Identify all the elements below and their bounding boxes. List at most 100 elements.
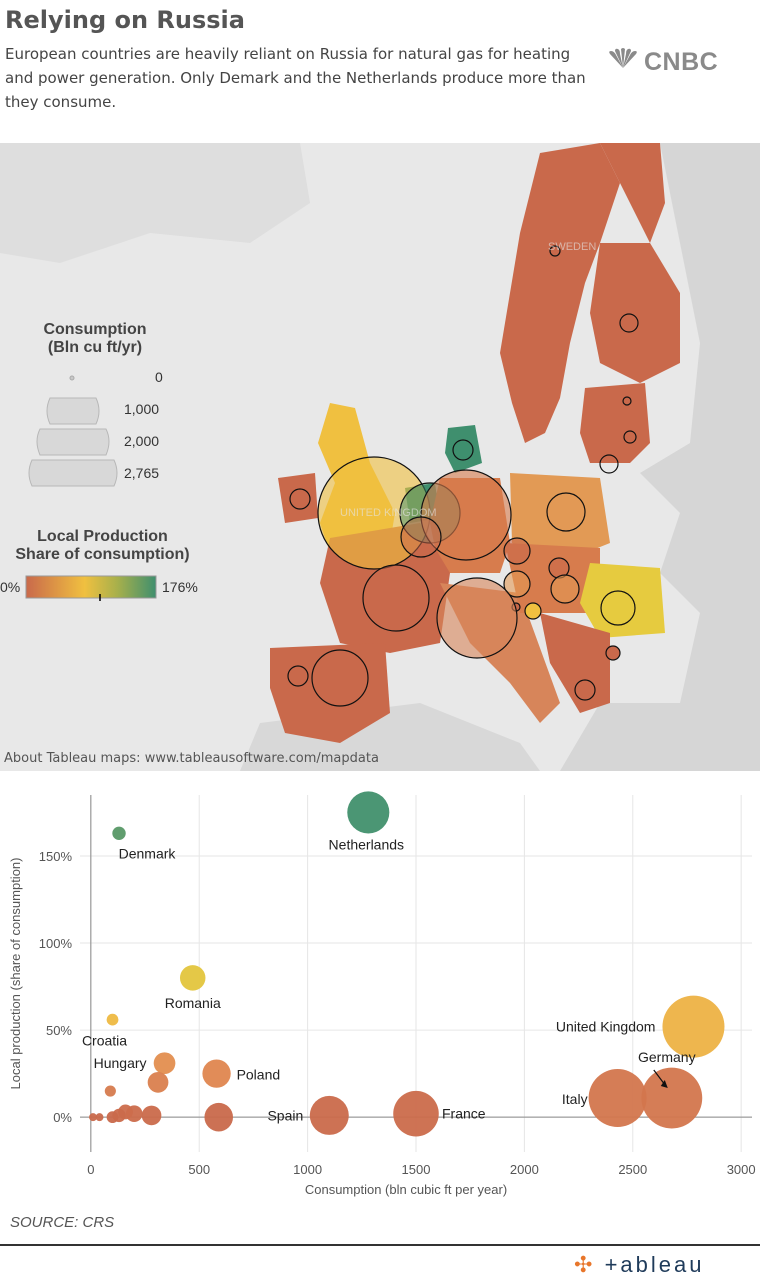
data-point [393, 1090, 439, 1137]
bubble-austria [503, 570, 531, 598]
map-country-label: SWEDEN [548, 241, 596, 253]
point-label: Italy [562, 1091, 588, 1107]
point-label: Netherlands [329, 836, 405, 852]
bubble-greece [574, 679, 596, 701]
y-tick-label: 50% [46, 1023, 72, 1038]
chart-subtitle: European countries are heavily reliant o… [5, 45, 586, 111]
bubble-ireland [289, 488, 311, 510]
bubble-spain [311, 649, 369, 707]
country-sweden [500, 143, 620, 443]
bubble-belgium [400, 516, 442, 558]
header: Relying on Russia European countries are… [0, 0, 760, 140]
y-tick-label: 100% [39, 936, 73, 951]
color-legend-min: 0% [0, 579, 21, 595]
data-point [106, 1013, 119, 1026]
scatter-chart: 0 500 1000 1500 2000 2500 3000 0% 50% 100% 150% Con… [0, 780, 760, 1240]
country-baltics [580, 383, 650, 463]
data-point [95, 1113, 104, 1122]
bubble-estonia [622, 396, 632, 406]
data-point [202, 1059, 231, 1088]
data-point [112, 826, 126, 841]
map-credit[interactable]: About Tableau maps: www.tableausoftware.… [4, 751, 379, 766]
bubble-poland [546, 492, 586, 532]
size-legend-2000: 2,000 [124, 433, 160, 449]
size-legend-title-2: (Bln cu ft/yr) [47, 339, 143, 356]
bubble-latvia [623, 430, 637, 444]
size-legend-title-1: Consumption [43, 321, 147, 338]
grey-land-north [0, 143, 310, 263]
map-country-label: UNITED KINGDOM [340, 507, 437, 519]
data-point [104, 1085, 116, 1097]
point-label: Croatia [82, 1033, 127, 1049]
x-tick-label: 1000 [293, 1162, 322, 1177]
map-bubbles [287, 245, 639, 707]
x-tick-label: 2000 [510, 1162, 539, 1177]
map-canvas: SWEDEN UNITED KINGDOM [0, 143, 760, 771]
data-point [662, 995, 725, 1058]
data-point [179, 965, 206, 991]
bubble-bulgaria [605, 645, 621, 661]
tableau-logo[interactable]: ✣ +ableau [574, 1252, 704, 1278]
x-tick-label: 1500 [402, 1162, 431, 1177]
bubble-lithuania [599, 454, 619, 474]
data-point [641, 1067, 703, 1129]
x-tick-label: 500 [188, 1162, 210, 1177]
tableau-cross-icon: ✣ [574, 1252, 596, 1277]
bubble-hungary [550, 574, 580, 604]
point-label: United Kingdom [556, 1019, 656, 1035]
germany-arrow-head [660, 1080, 668, 1089]
x-tick-label: 2500 [618, 1162, 647, 1177]
country-norway [600, 143, 665, 243]
country-finland [590, 243, 680, 383]
bubble-germany [420, 469, 512, 561]
cnbc-logo: CNBC [606, 48, 718, 77]
size-legend [28, 375, 118, 487]
cnbc-logo-text: CNBC [644, 48, 719, 76]
point-label: Denmark [119, 845, 177, 861]
scatter-svg: 0 500 1000 1500 2000 2500 3000 0% 50% 100% 150% Con… [8, 791, 756, 1197]
point-label: France [442, 1106, 486, 1122]
color-legend-title-1: Local Production [37, 528, 168, 545]
bubble-italy [436, 577, 518, 659]
data-point [89, 1113, 98, 1122]
size-legend-1000: 1,000 [124, 401, 160, 417]
point-label: Poland [237, 1067, 281, 1083]
color-bar [25, 575, 157, 599]
tableau-logo-text: +ableau [604, 1252, 705, 1277]
size-legend-0: 0 [155, 369, 163, 385]
data-point [347, 791, 390, 834]
data-point [153, 1052, 176, 1075]
data-point [147, 1071, 169, 1093]
color-legend-title-2: Share of consumption) [15, 546, 190, 563]
color-legend-max: 176% [162, 579, 198, 595]
bubble-croatia [524, 602, 542, 620]
grey-land-east [560, 143, 760, 771]
bubble-sweden [549, 245, 561, 257]
source-note: SOURCE: CRS [10, 1214, 115, 1231]
bubble-denmark [452, 439, 474, 461]
size-legend-title: Consumption (Bln cu ft/yr) [20, 321, 170, 357]
x-axis-title: Consumption (bln cubic ft per year) [305, 1182, 507, 1197]
point-label: Germany [638, 1049, 696, 1065]
bubble-czech [503, 537, 531, 565]
color-legend-title: Local Production Share of consumption) [0, 528, 205, 564]
size-legend-2765: 2,765 [124, 465, 160, 481]
x-tick-label: 3000 [727, 1162, 756, 1177]
bubble-portugal [287, 665, 309, 687]
europe-map[interactable]: SWEDEN UNITED KINGDOM Consumption (Bln cu… [0, 143, 760, 771]
peacock-icon [606, 48, 640, 77]
point-label: Romania [165, 995, 221, 1011]
y-tick-label: 0% [53, 1110, 72, 1125]
chart-title: Relying on Russia [5, 6, 245, 34]
data-point [309, 1095, 349, 1135]
y-tick-label: 150% [39, 849, 73, 864]
data-point [588, 1069, 647, 1127]
bubble-finland [619, 313, 639, 333]
y-axis-title: Local production (share of consumption) [8, 858, 23, 1090]
data-point [106, 1111, 119, 1124]
bubble-romania [600, 590, 636, 626]
point-label: Spain [267, 1107, 303, 1123]
x-tick-label: 0 [87, 1162, 94, 1177]
data-point [204, 1102, 234, 1132]
bubble-france [362, 564, 430, 632]
